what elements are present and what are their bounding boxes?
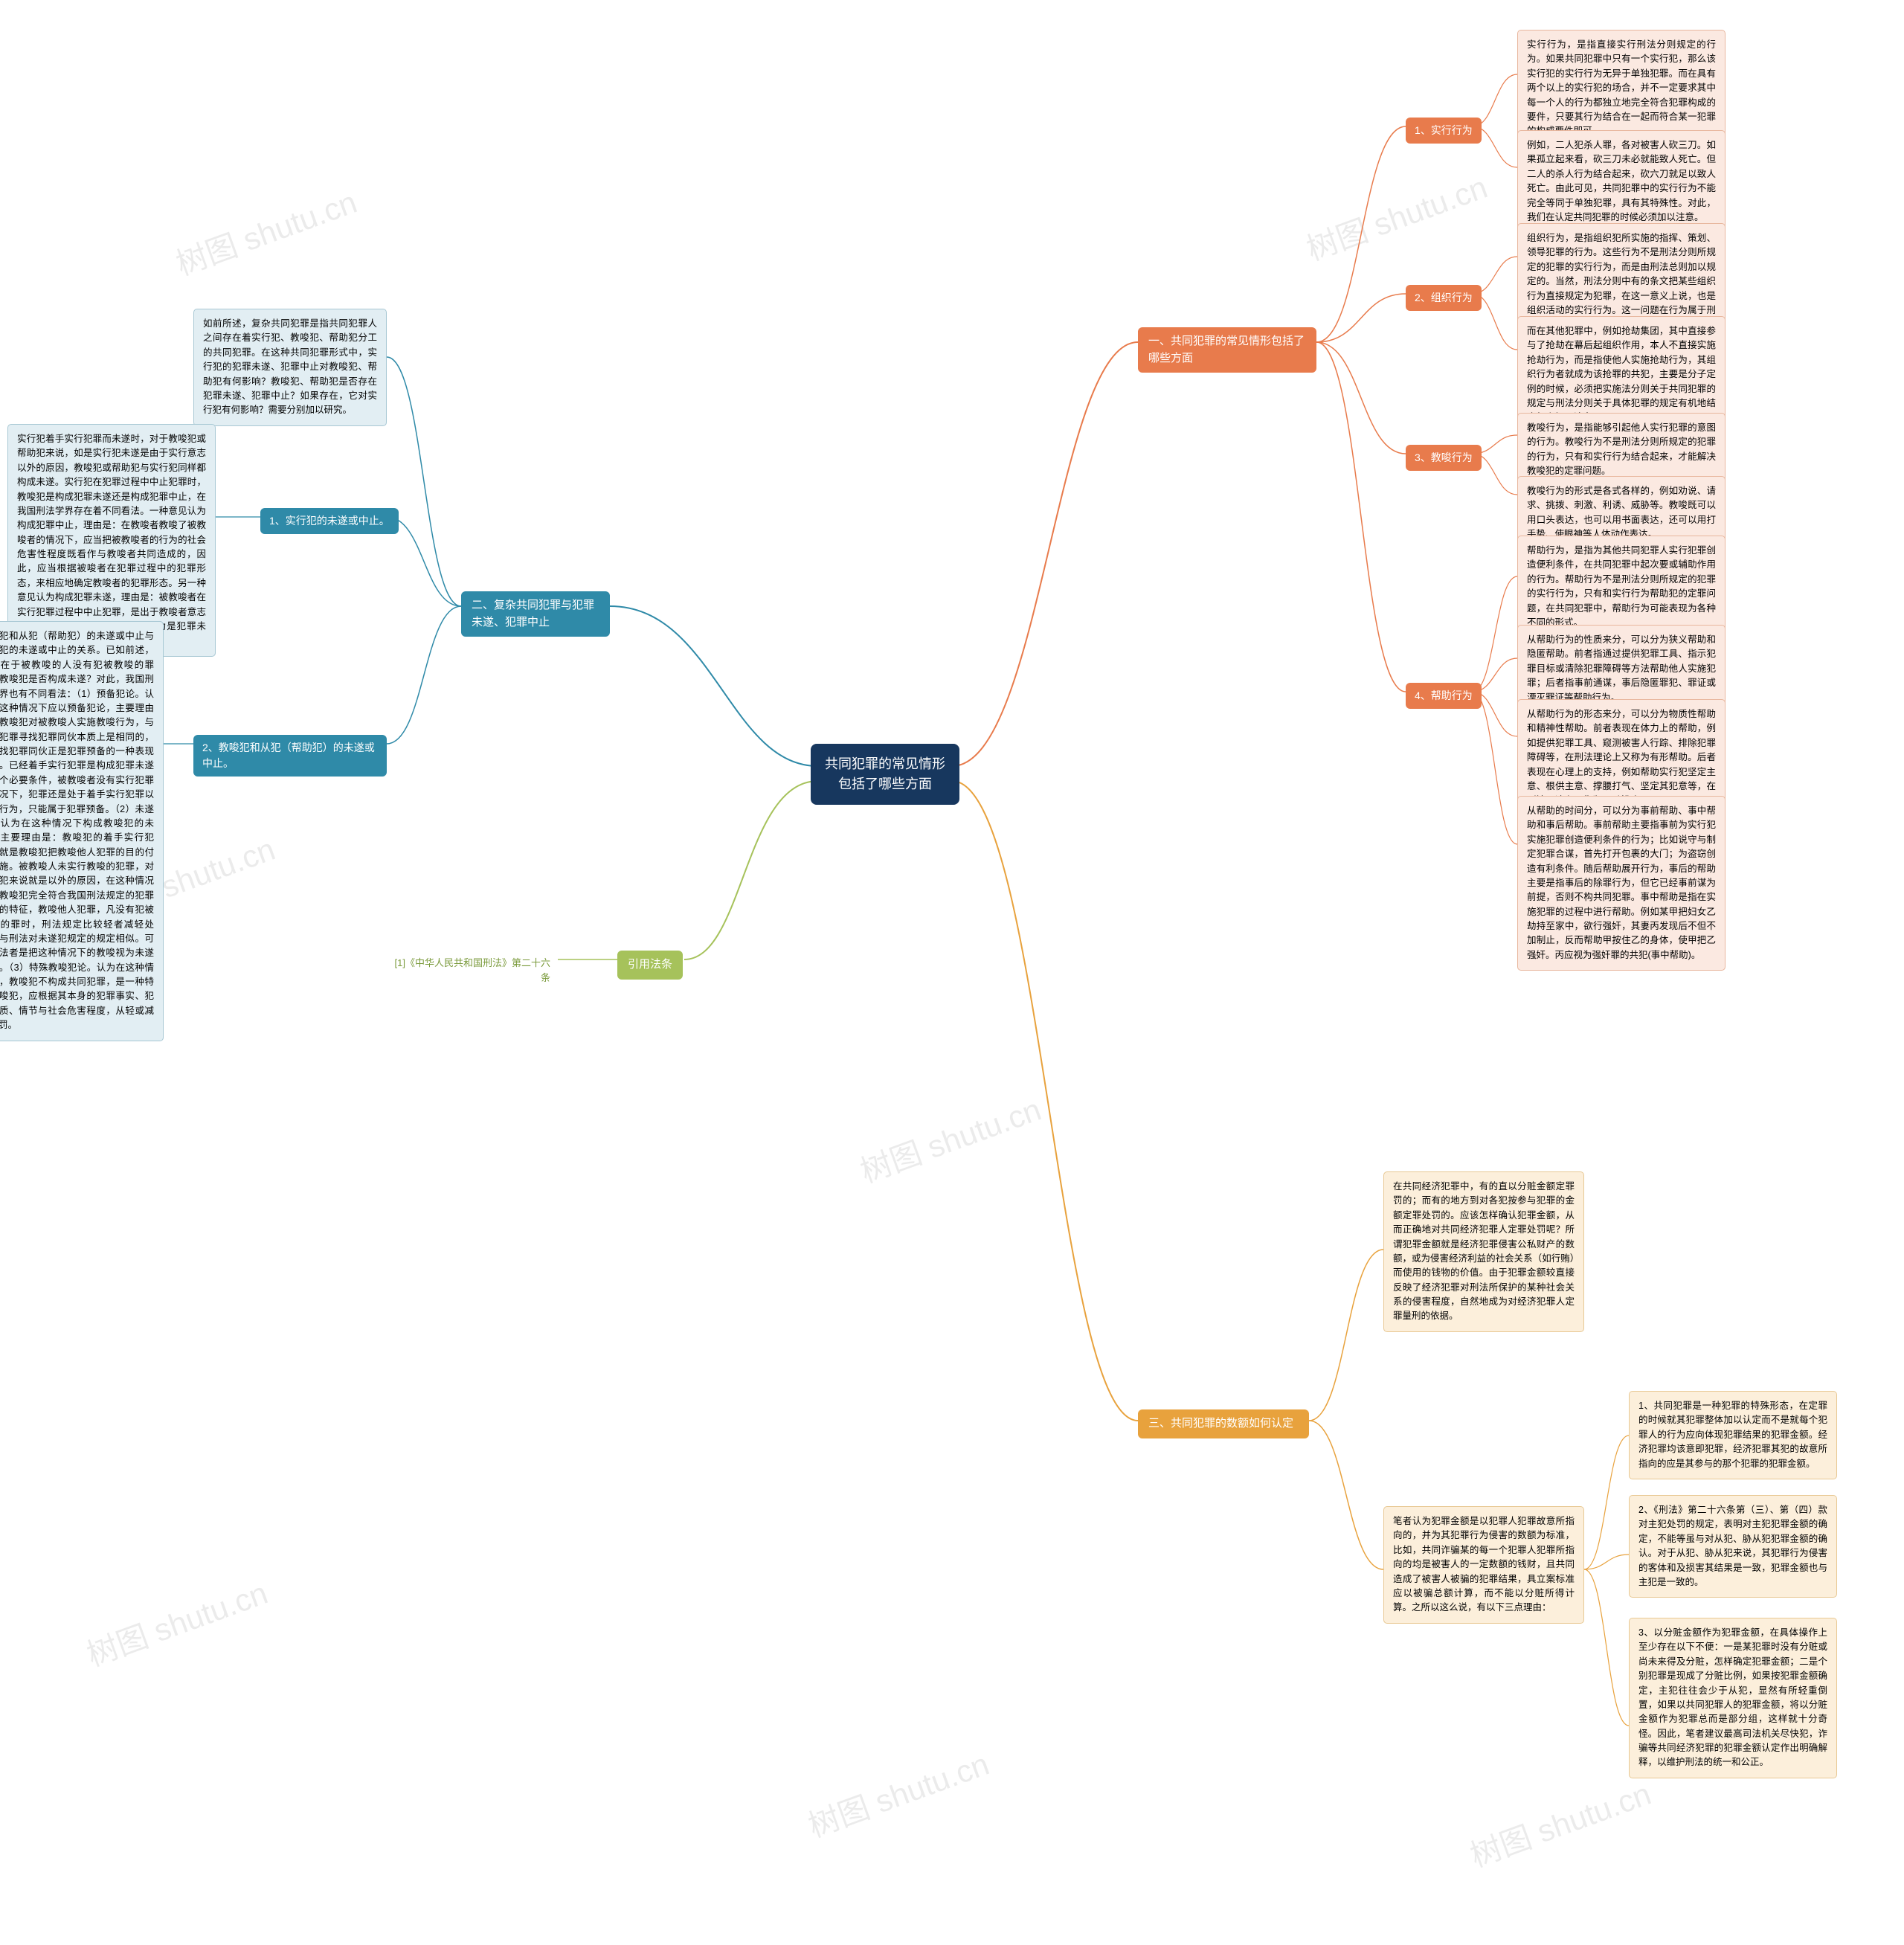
watermark: 树图 shutu.cn xyxy=(1463,1769,1656,1876)
branch-4: 引用法条 xyxy=(617,951,683,980)
b2-sub-2: 2、教唆犯和从犯（帮助犯）的未遂或中止。 xyxy=(193,735,387,777)
watermark: 树图 shutu.cn xyxy=(1299,162,1493,269)
b1-sub-3: 3、教唆行为 xyxy=(1406,445,1482,471)
b2-sub-1: 1、实行犯的未遂或中止。 xyxy=(260,508,399,534)
b1-sub-1: 1、实行行为 xyxy=(1406,118,1482,144)
root-node: 共同犯罪的常见情形包括了哪些方面 xyxy=(811,744,959,805)
watermark: 树图 shutu.cn xyxy=(80,1568,273,1675)
b2-leaf-2: 教唆犯和从犯（帮助犯）的未遂或中止与实行犯的未遂或中止的关系。已如前述，问题在于… xyxy=(0,621,164,1041)
watermark: 树图 shutu.cn xyxy=(853,1084,1046,1192)
b1-sub-2: 2、组织行为 xyxy=(1406,285,1482,311)
watermark: 树图 shutu.cn xyxy=(801,1739,994,1846)
b3-reason-3: 3、以分赃金额作为犯罪金额，在具体操作上至少存在以下不便：一是某犯罪时没有分赃或… xyxy=(1629,1618,1837,1778)
b1-sub-4: 4、帮助行为 xyxy=(1406,683,1482,709)
b3-reason-2: 2、《刑法》第二十六条第（三）、第（四）款对主犯处罚的规定，表明对主犯犯罪金额的… xyxy=(1629,1495,1837,1598)
b3-intro: 在共同经济犯罪中，有的直以分赃金额定罪罚的；而有的地方到对各犯按参与犯罪的金额定… xyxy=(1383,1171,1584,1332)
b1-leaf-4-4: 从帮助的时间分，可以分为事前帮助、事中帮助和事后帮助。事前帮助主要指事前为实行犯… xyxy=(1517,796,1726,971)
citation-text: [1]《中华人民共和国刑法》第二十六条 xyxy=(379,952,558,988)
watermark: 树图 shutu.cn xyxy=(169,177,362,284)
branch-3: 三、共同犯罪的数额如何认定 xyxy=(1138,1409,1309,1438)
b3-reason-1: 1、共同犯罪是一种犯罪的特殊形态，在定罪的时候就其犯罪整体加以认定而不是就每个犯… xyxy=(1629,1391,1837,1479)
b1-leaf-1-1: 实行行为，是指直接实行刑法分则规定的行为。如果共同犯罪中只有一个实行犯，那么该实… xyxy=(1517,30,1726,147)
b1-leaf-1-2: 例如，二人犯杀人罪，各对被害人砍三刀。如果孤立起来看，砍三刀未必就能致人死亡。但… xyxy=(1517,130,1726,233)
b2-intro: 如前所述，复杂共同犯罪是指共同犯罪人之间存在着实行犯、教唆犯、帮助犯分工的共同犯… xyxy=(193,309,387,426)
b1-leaf-4-1: 帮助行为，是指为其他共同犯罪人实行犯罪创造便利条件，在共同犯罪中起次要或辅助作用… xyxy=(1517,536,1726,638)
branch-2: 二、复杂共同犯罪与犯罪未遂、犯罪中止 xyxy=(461,591,610,637)
branch-1: 一、共同犯罪的常见情形包括了哪些方面 xyxy=(1138,327,1316,373)
b3-argument: 笔者认为犯罪金额是以犯罪人犯罪故意所指向的，并为其犯罪行为侵害的数额为标准，比如… xyxy=(1383,1506,1584,1624)
